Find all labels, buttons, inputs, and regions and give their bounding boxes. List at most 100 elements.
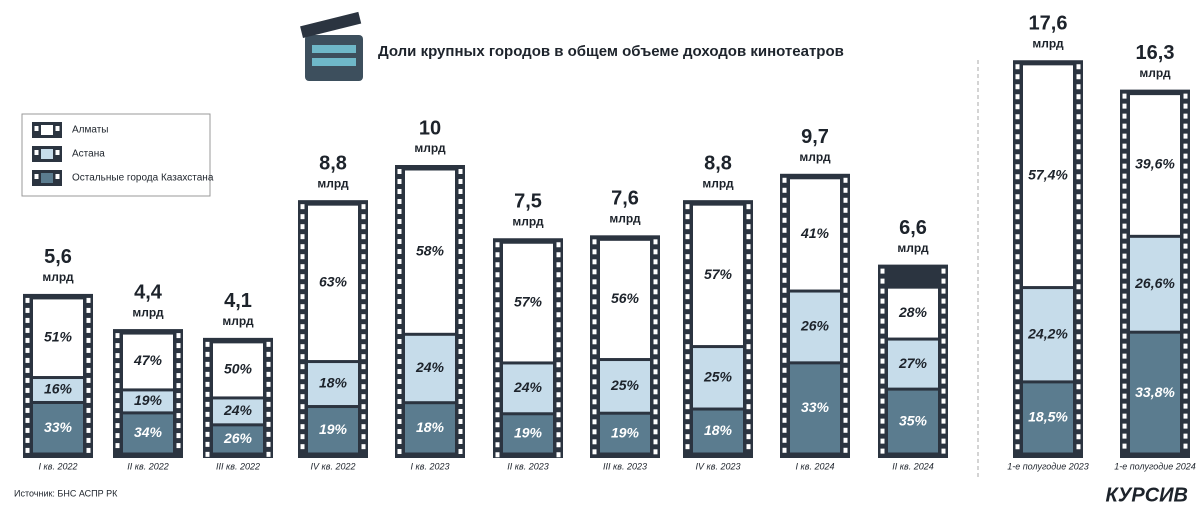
sprocket xyxy=(25,397,30,403)
sprocket xyxy=(25,437,30,443)
sprocket xyxy=(941,318,946,324)
sprocket xyxy=(941,348,946,354)
sprocket xyxy=(782,247,787,253)
sprocket xyxy=(495,282,500,288)
sprocket xyxy=(300,324,305,330)
sprocket xyxy=(86,417,91,423)
sprocket xyxy=(458,339,463,344)
sprocket xyxy=(25,337,30,343)
sprocket xyxy=(782,187,787,193)
sprocket xyxy=(205,421,210,427)
sprocket xyxy=(843,237,848,243)
sprocket xyxy=(1122,373,1127,379)
sprocket xyxy=(205,441,210,447)
sprocket xyxy=(941,328,946,334)
sprocket xyxy=(1076,224,1081,230)
sprocket xyxy=(25,317,30,323)
sprocket xyxy=(1015,334,1020,340)
sprocket xyxy=(1015,244,1020,250)
sprocket xyxy=(843,397,848,403)
sprocket xyxy=(843,247,848,253)
sprocket xyxy=(176,443,181,449)
sprocket xyxy=(592,249,597,255)
sprocket xyxy=(746,274,751,280)
sprocket xyxy=(592,299,597,305)
sprocket xyxy=(592,369,597,375)
sprocket xyxy=(746,374,751,380)
sprocket xyxy=(556,282,561,288)
sprocket xyxy=(843,337,848,343)
sprocket xyxy=(880,268,885,274)
sprocket xyxy=(458,299,463,304)
sprocket xyxy=(1122,143,1127,149)
sprocket xyxy=(782,447,787,453)
sprocket xyxy=(495,362,500,368)
x-tick-label: 1-е полугодие 2024 xyxy=(1114,461,1196,471)
sprocket xyxy=(266,451,271,457)
sprocket xyxy=(1076,114,1081,120)
segment-label: 41% xyxy=(800,225,830,241)
sprocket xyxy=(176,373,181,379)
sprocket xyxy=(941,368,946,374)
sprocket xyxy=(86,357,91,363)
sprocket xyxy=(1015,114,1020,120)
x-tick-label: 1-е полугодие 2023 xyxy=(1007,461,1089,471)
sprocket xyxy=(685,324,690,330)
segment-label: 19% xyxy=(134,392,163,408)
sprocket xyxy=(1015,74,1020,80)
sprocket xyxy=(55,150,60,155)
sprocket xyxy=(361,264,366,270)
sprocket xyxy=(685,274,690,280)
sprocket xyxy=(1183,253,1188,259)
sprocket xyxy=(1183,393,1188,399)
sprocket xyxy=(1015,134,1020,140)
segment xyxy=(693,410,743,453)
sprocket xyxy=(176,403,181,409)
sprocket xyxy=(300,204,305,210)
sprocket xyxy=(495,342,500,348)
sprocket xyxy=(361,304,366,310)
sprocket xyxy=(880,288,885,294)
sprocket xyxy=(300,414,305,420)
sprocket xyxy=(495,292,500,298)
legend-label: Астана xyxy=(72,149,105,160)
sprocket xyxy=(361,224,366,230)
sprocket xyxy=(746,404,751,410)
sprocket xyxy=(495,392,500,398)
segment xyxy=(308,205,358,361)
sprocket xyxy=(653,269,658,275)
segment-label: 34% xyxy=(134,424,163,440)
x-tick-label: I кв. 2024 xyxy=(796,461,835,471)
sprocket xyxy=(86,407,91,413)
sprocket xyxy=(1183,203,1188,209)
sprocket xyxy=(300,334,305,340)
sprocket xyxy=(1015,64,1020,70)
legend-label: Остальные города Казахстана xyxy=(72,173,214,184)
sprocket xyxy=(458,249,463,254)
segment xyxy=(1023,65,1073,287)
sprocket xyxy=(1076,404,1081,410)
sprocket xyxy=(1076,284,1081,290)
sprocket xyxy=(1076,94,1081,100)
sprocket xyxy=(495,372,500,378)
sprocket xyxy=(300,354,305,360)
sprocket xyxy=(361,244,366,250)
sprocket xyxy=(361,434,366,440)
total-label: 8,8 xyxy=(704,152,732,174)
sprocket xyxy=(1076,244,1081,250)
sprocket xyxy=(653,239,658,245)
sprocket xyxy=(1122,253,1127,259)
sprocket xyxy=(300,384,305,390)
sprocket xyxy=(880,318,885,324)
segment-label: 33% xyxy=(44,419,73,435)
sprocket xyxy=(1122,173,1127,179)
sprocket xyxy=(397,389,402,394)
sprocket xyxy=(653,249,658,255)
segment xyxy=(600,361,650,412)
sprocket xyxy=(458,439,463,444)
segment-label: 24% xyxy=(223,402,253,418)
sprocket xyxy=(653,449,658,455)
segment xyxy=(123,334,173,389)
sprocket xyxy=(397,249,402,254)
sprocket xyxy=(880,308,885,314)
